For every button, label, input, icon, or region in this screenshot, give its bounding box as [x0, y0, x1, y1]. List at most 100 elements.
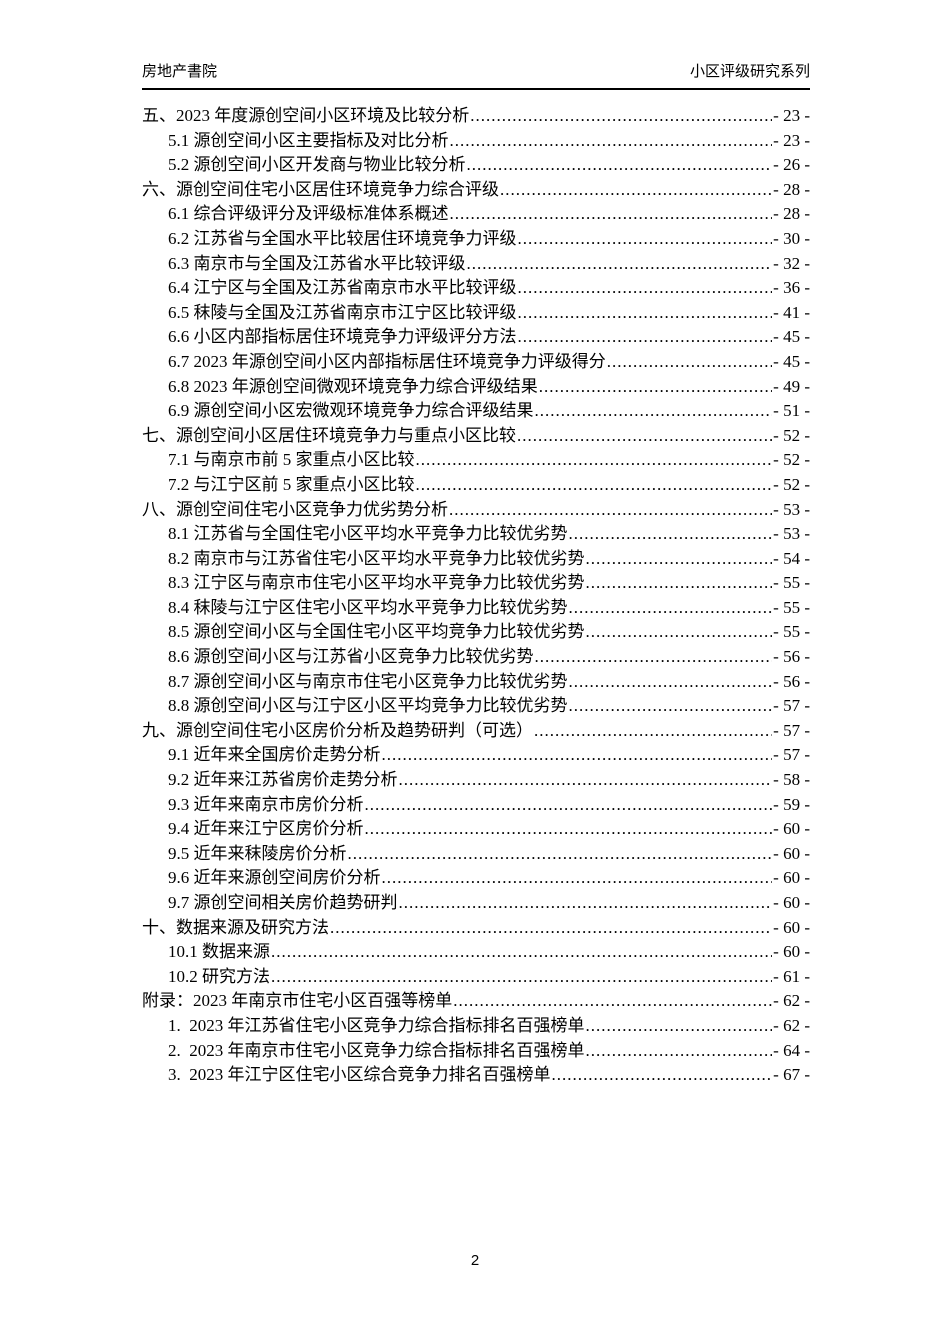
toc-dot-leader: [518, 227, 773, 252]
toc-entry-label: 十、数据来源及研究方法: [142, 917, 329, 937]
toc-entry[interactable]: 8.5 源创空间小区与全国住宅小区平均竞争力比较优劣势 - 55 -: [142, 620, 810, 645]
toc-entry[interactable]: 8.1 江苏省与全国住宅小区平均水平竞争力比较优劣势 - 53 -: [142, 522, 810, 547]
toc-entry-page: - 52 -: [773, 450, 810, 470]
toc-entry[interactable]: 9.2 近年来江苏省房价走势分析 - 58 -: [142, 768, 810, 793]
toc-entry-label: 10.2 研究方法: [168, 966, 270, 986]
toc-dot-leader: [534, 719, 772, 744]
toc-entry-page: - 57 -: [773, 745, 810, 765]
toc-entry[interactable]: 9.6 近年来源创空间房价分析 - 60 -: [142, 866, 810, 891]
toc-entry-page: - 55 -: [773, 622, 810, 642]
toc-entry[interactable]: 10.2 研究方法 - 61 -: [142, 965, 810, 990]
toc-entry-label: 9.3 近年来南京市房价分析: [168, 794, 364, 814]
toc-entry-page: - 62 -: [773, 991, 810, 1011]
toc-entry[interactable]: 6.2 江苏省与全国水平比较居住环境竞争力评级 - 30 -: [142, 227, 810, 252]
toc-entry-label: 六、源创空间住宅小区居住环境竞争力综合评级: [142, 179, 499, 199]
toc-entry[interactable]: 6.5 秣陵与全国及江苏省南京市江宁区比较评级 - 41 -: [142, 301, 810, 326]
toc-entry-page: - 60 -: [773, 942, 810, 962]
toc-entry[interactable]: 8.4 秣陵与江宁区住宅小区平均水平竞争力比较优劣势 - 55 -: [142, 596, 810, 621]
toc-dot-leader: [470, 104, 772, 129]
toc-entry-label: 8.2 南京市与江苏省住宅小区平均水平竞争力比较优劣势: [168, 548, 585, 568]
toc-entry-page: - 59 -: [773, 794, 810, 814]
toc-entry-page: - 49 -: [773, 376, 810, 396]
toc-entry[interactable]: 7.2 与江宁区前 5 家重点小区比较 - 52 -: [142, 473, 810, 498]
toc-entry[interactable]: 8.8 源创空间小区与江宁区小区平均竞争力比较优劣势 - 57 -: [142, 694, 810, 719]
toc-entry[interactable]: 八、源创空间住宅小区竞争力优劣势分析 - 53 -: [142, 498, 810, 523]
toc-entry[interactable]: 6.8 2023 年源创空间微观环境竞争力综合评级结果 - 49 -: [142, 375, 810, 400]
toc-dot-leader: [450, 129, 773, 154]
toc-entry[interactable]: 五、2023 年度源创空间小区环境及比较分析 - 23 -: [142, 104, 810, 129]
toc-entry-page: - 55 -: [773, 597, 810, 617]
toc-entry-page: - 56 -: [773, 647, 810, 667]
toc-entry[interactable]: 七、源创空间小区居住环境竞争力与重点小区比较 - 52 -: [142, 424, 810, 449]
toc-dot-leader: [535, 645, 773, 670]
toc-entry-label: 7.1 与南京市前 5 家重点小区比较: [168, 450, 415, 470]
toc-entry-page: - 45 -: [773, 351, 810, 371]
toc-entry[interactable]: 5.2 源创空间小区开发商与物业比较分析 - 26 -: [142, 153, 810, 178]
toc-dot-leader: [535, 399, 773, 424]
toc-entry-label: 9.6 近年来源创空间房价分析: [168, 868, 381, 888]
toc-entry-page: - 55 -: [773, 573, 810, 593]
toc-entry-page: - 57 -: [773, 720, 810, 740]
toc-entry[interactable]: 8.3 江宁区与南京市住宅小区平均水平竞争力比较优劣势 - 55 -: [142, 571, 810, 596]
toc-entry-page: - 26 -: [773, 155, 810, 175]
toc-dot-leader: [500, 178, 772, 203]
toc-entry[interactable]: 2. 2023 年南京市住宅小区竞争力综合指标排名百强榜单 - 64 -: [142, 1039, 810, 1064]
header-left-text: 房地产書院: [142, 64, 218, 80]
toc-entry[interactable]: 9.7 源创空间相关房价趋势研判 - 60 -: [142, 891, 810, 916]
toc-entry[interactable]: 9.5 近年来秣陵房价分析 - 60 -: [142, 842, 810, 867]
toc-entry[interactable]: 六、源创空间住宅小区居住环境竞争力综合评级 - 28 -: [142, 178, 810, 203]
toc-entry-label: 9.4 近年来江宁区房价分析: [168, 819, 364, 839]
toc-entry-label: 8.4 秣陵与江宁区住宅小区平均水平竞争力比较优劣势: [168, 597, 568, 617]
toc-entry-label: 1. 2023 年江苏省住宅小区竞争力综合指标排名百强榜单: [168, 1015, 585, 1035]
toc-entry-label: 9.7 源创空间相关房价趋势研判: [168, 893, 398, 912]
toc-entry-label: 附录：2023 年南京市住宅小区百强等榜单: [142, 991, 453, 1011]
toc-entry-label: 8.3 江宁区与南京市住宅小区平均水平竞争力比较优劣势: [168, 573, 585, 593]
toc-entry[interactable]: 附录：2023 年南京市住宅小区百强等榜单 - 62 -: [142, 989, 810, 1014]
toc-dot-leader: [382, 866, 773, 891]
toc-entry-page: - 57 -: [773, 696, 810, 716]
toc-dot-leader: [365, 793, 773, 818]
toc-entry-label: 8.8 源创空间小区与江宁区小区平均竞争力比较优劣势: [168, 696, 568, 716]
toc-entry[interactable]: 6.7 2023 年源创空间小区内部指标居住环境竞争力评级得分 - 45 -: [142, 350, 810, 375]
toc-entry[interactable]: 6.6 小区内部指标居住环境竞争力评级评分方法 - 45 -: [142, 325, 810, 350]
toc-entry-page: - 23 -: [773, 106, 810, 125]
toc-entry-page: - 60 -: [773, 868, 810, 888]
toc-dot-leader: [330, 916, 772, 941]
toc-entry-page: - 23 -: [773, 130, 810, 150]
toc-dot-leader: [271, 965, 772, 990]
toc-dot-leader: [399, 891, 773, 916]
toc-entry-label: 6.1 综合评级评分及评级标准体系概述: [168, 204, 449, 224]
toc-dot-leader: [607, 350, 772, 375]
page-header: 房地产書院 小区评级研究系列: [142, 60, 810, 90]
toc-entry-label: 7.2 与江宁区前 5 家重点小区比较: [168, 474, 415, 494]
toc-entry-label: 6.6 小区内部指标居住环境竞争力评级评分方法: [168, 327, 517, 347]
toc-entry[interactable]: 九、源创空间住宅小区房价分析及趋势研判（可选） - 57 -: [142, 719, 810, 744]
header-right-text: 小区评级研究系列: [689, 64, 810, 80]
toc-entry[interactable]: 1. 2023 年江苏省住宅小区竞争力综合指标排名百强榜单 - 62 -: [142, 1014, 810, 1039]
toc-entry-label: 8.5 源创空间小区与全国住宅小区平均竞争力比较优劣势: [168, 622, 585, 642]
toc-entry-page: - 60 -: [773, 819, 810, 839]
toc-entry[interactable]: 十、数据来源及研究方法 - 60 -: [142, 916, 810, 941]
toc-entry-label: 9.5 近年来秣陵房价分析: [168, 843, 347, 863]
toc-entry[interactable]: 8.7 源创空间小区与南京市住宅小区竞争力比较优劣势 - 56 -: [142, 670, 810, 695]
toc-entry-label: 2. 2023 年南京市住宅小区竞争力综合指标排名百强榜单: [168, 1040, 585, 1060]
toc-entry[interactable]: 6.1 综合评级评分及评级标准体系概述 - 28 -: [142, 202, 810, 227]
toc-entry[interactable]: 10.1 数据来源 - 60 -: [142, 940, 810, 965]
toc-entry-label: 九、源创空间住宅小区房价分析及趋势研判（可选）: [142, 720, 533, 740]
toc-entry[interactable]: 8.2 南京市与江苏省住宅小区平均水平竞争力比较优劣势 - 54 -: [142, 547, 810, 572]
toc-entry[interactable]: 6.4 江宁区与全国及江苏省南京市水平比较评级 - 36 -: [142, 276, 810, 301]
toc-entry-page: - 30 -: [773, 228, 810, 248]
toc-entry[interactable]: 7.1 与南京市前 5 家重点小区比较 - 52 -: [142, 448, 810, 473]
page-footer: 2: [0, 1252, 950, 1269]
toc-entry[interactable]: 6.9 源创空间小区宏微观环境竞争力综合评级结果 - 51 -: [142, 399, 810, 424]
toc-entry[interactable]: 9.3 近年来南京市房价分析 - 59 -: [142, 793, 810, 818]
toc-dot-leader: [517, 424, 772, 449]
toc-entry[interactable]: 5.1 源创空间小区主要指标及对比分析 - 23 -: [142, 129, 810, 154]
toc-dot-leader: [518, 325, 773, 350]
toc-entry[interactable]: 3. 2023 年江宁区住宅小区综合竞争力排名百强榜单 - 67 -: [142, 1063, 810, 1088]
toc-entry[interactable]: 9.1 近年来全国房价走势分析 - 57 -: [142, 743, 810, 768]
toc-entry[interactable]: 8.6 源创空间小区与江苏省小区竞争力比较优劣势 - 56 -: [142, 645, 810, 670]
toc-entry[interactable]: 9.4 近年来江宁区房价分析 - 60 -: [142, 817, 810, 842]
toc-entry-label: 6.9 源创空间小区宏微观环境竞争力综合评级结果: [168, 401, 534, 421]
toc-entry[interactable]: 6.3 南京市与全国及江苏省水平比较评级 - 32 -: [142, 252, 810, 277]
